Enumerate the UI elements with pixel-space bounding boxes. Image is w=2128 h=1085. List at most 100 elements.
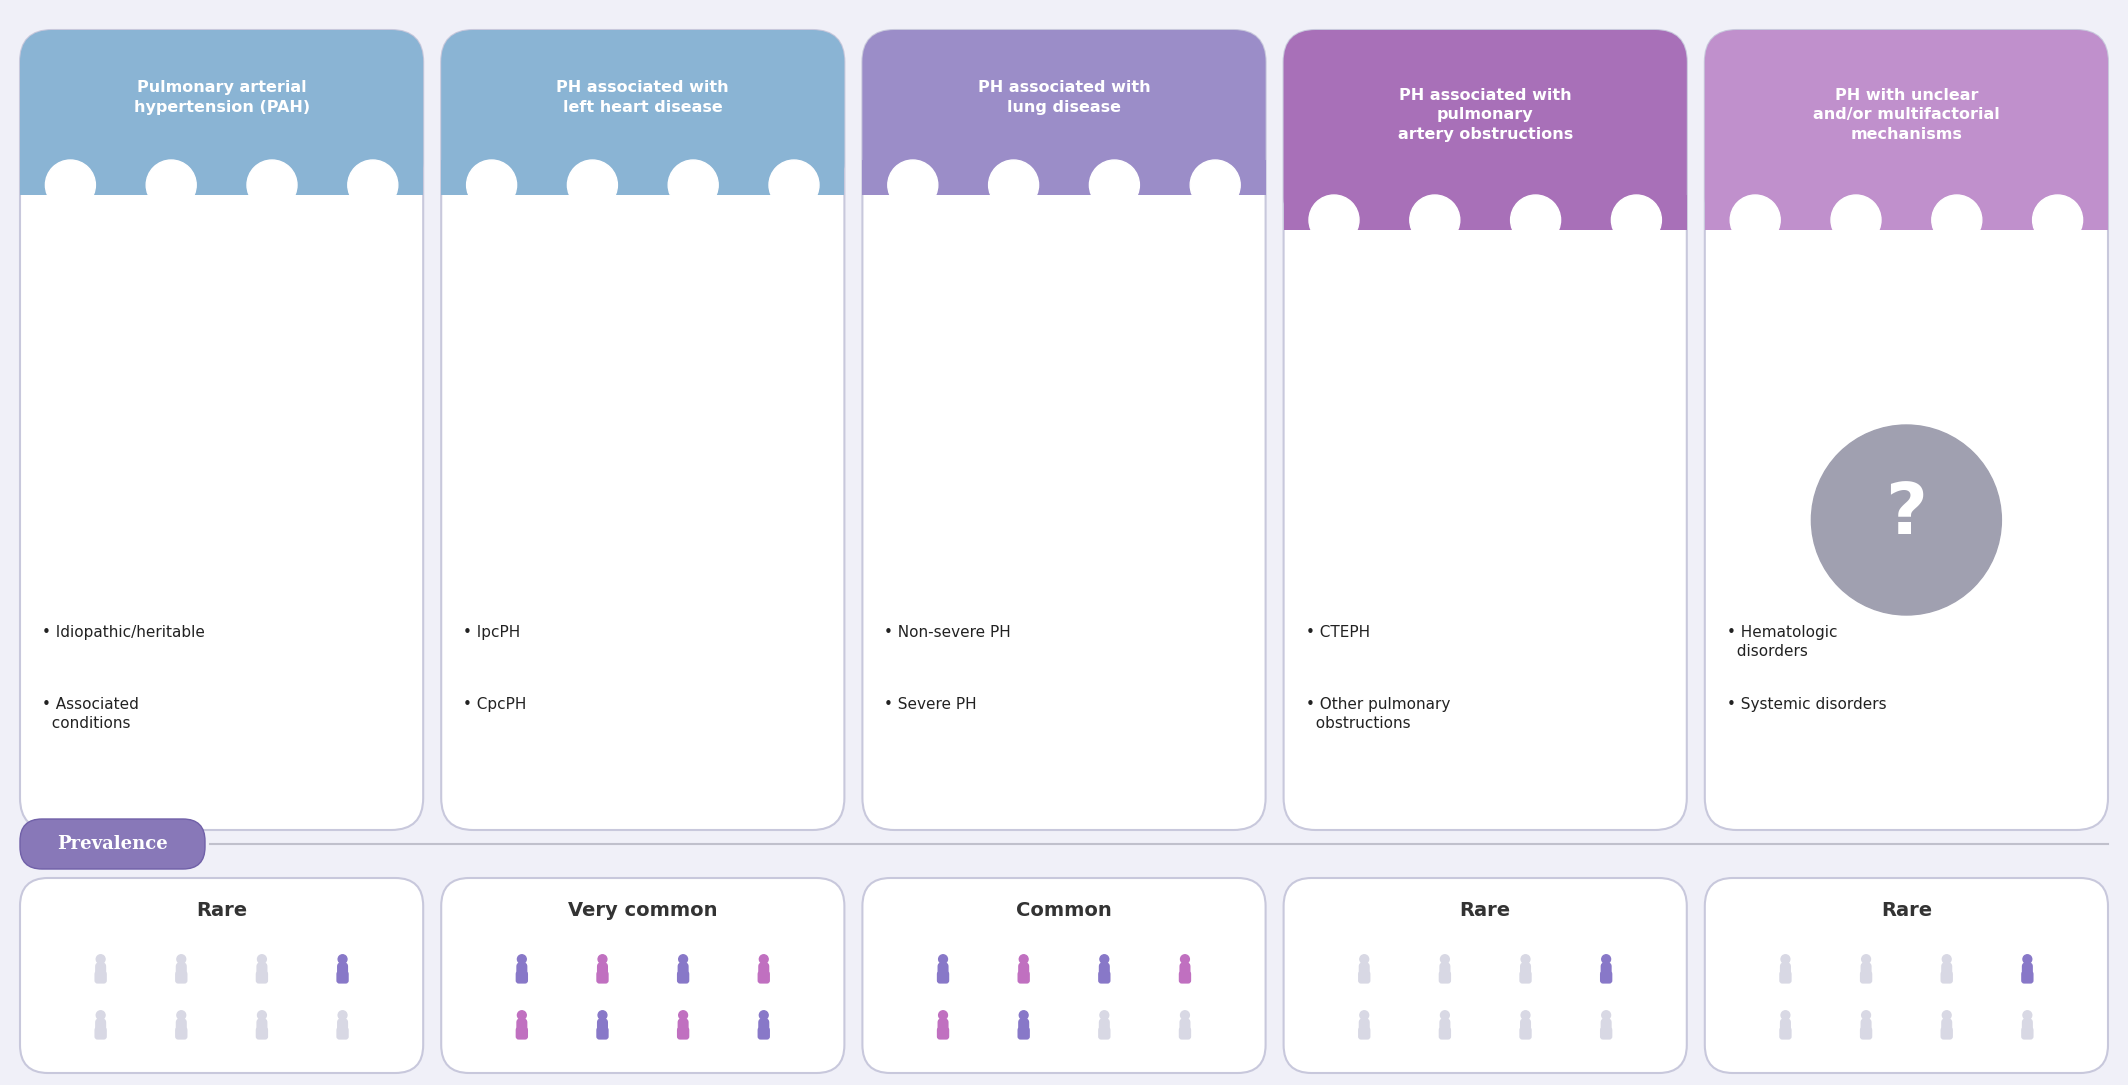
FancyBboxPatch shape <box>336 1019 349 1032</box>
FancyBboxPatch shape <box>862 878 1266 1073</box>
FancyBboxPatch shape <box>1600 962 1611 975</box>
FancyBboxPatch shape <box>936 1026 949 1039</box>
FancyBboxPatch shape <box>1283 878 1688 1073</box>
FancyBboxPatch shape <box>96 962 106 975</box>
Circle shape <box>938 1011 947 1020</box>
FancyBboxPatch shape <box>1705 30 2109 830</box>
Text: PH associated with
lung disease: PH associated with lung disease <box>977 80 1151 115</box>
Circle shape <box>679 955 687 963</box>
FancyBboxPatch shape <box>1358 1019 1370 1032</box>
Text: PH associated with
left heart disease: PH associated with left heart disease <box>558 80 730 115</box>
Circle shape <box>887 159 938 210</box>
FancyBboxPatch shape <box>517 962 528 975</box>
FancyBboxPatch shape <box>1358 962 1370 975</box>
FancyBboxPatch shape <box>758 962 770 975</box>
FancyBboxPatch shape <box>440 30 845 195</box>
Text: ?: ? <box>1885 481 1928 549</box>
FancyBboxPatch shape <box>758 971 770 984</box>
Text: • Systemic disorders: • Systemic disorders <box>1726 697 1885 712</box>
FancyBboxPatch shape <box>19 30 423 195</box>
FancyBboxPatch shape <box>862 30 1266 195</box>
FancyBboxPatch shape <box>177 962 187 975</box>
FancyBboxPatch shape <box>1358 1026 1370 1039</box>
Circle shape <box>668 159 719 210</box>
FancyBboxPatch shape <box>96 1019 106 1032</box>
Circle shape <box>466 159 517 210</box>
Text: PH associated with
pulmonary
artery obstructions: PH associated with pulmonary artery obst… <box>1398 88 1573 142</box>
Text: Prevalence: Prevalence <box>57 835 168 853</box>
Text: • Idiopathic/heritable: • Idiopathic/heritable <box>43 625 204 640</box>
FancyBboxPatch shape <box>1439 971 1451 984</box>
FancyBboxPatch shape <box>1600 971 1613 984</box>
Circle shape <box>257 1011 266 1020</box>
Circle shape <box>568 159 617 210</box>
Circle shape <box>2032 195 2083 245</box>
Circle shape <box>1511 195 1560 245</box>
Circle shape <box>598 1011 606 1020</box>
FancyBboxPatch shape <box>177 1019 187 1032</box>
FancyBboxPatch shape <box>1941 962 1951 975</box>
FancyBboxPatch shape <box>1600 1019 1611 1032</box>
FancyBboxPatch shape <box>1519 1026 1532 1039</box>
FancyBboxPatch shape <box>598 1019 609 1032</box>
FancyBboxPatch shape <box>596 1026 609 1039</box>
FancyBboxPatch shape <box>255 971 268 984</box>
Text: • Hematologic
  disorders: • Hematologic disorders <box>1726 625 1836 659</box>
FancyBboxPatch shape <box>1779 1026 1792 1039</box>
FancyBboxPatch shape <box>515 1026 528 1039</box>
Circle shape <box>760 1011 768 1020</box>
FancyBboxPatch shape <box>1860 1026 1873 1039</box>
Circle shape <box>1100 1011 1109 1020</box>
Text: Common: Common <box>1017 901 1111 919</box>
Text: • Other pulmonary
  obstructions: • Other pulmonary obstructions <box>1307 697 1449 730</box>
Circle shape <box>1522 955 1530 963</box>
FancyBboxPatch shape <box>1439 1019 1451 1032</box>
FancyBboxPatch shape <box>938 962 949 975</box>
Circle shape <box>338 1011 347 1020</box>
FancyBboxPatch shape <box>1439 962 1451 975</box>
Circle shape <box>1090 159 1138 210</box>
Circle shape <box>1309 195 1360 245</box>
Circle shape <box>1441 955 1449 963</box>
FancyBboxPatch shape <box>1519 962 1530 975</box>
FancyBboxPatch shape <box>1779 971 1792 984</box>
Circle shape <box>1019 1011 1028 1020</box>
Circle shape <box>1830 195 1881 245</box>
FancyBboxPatch shape <box>1098 971 1111 984</box>
FancyBboxPatch shape <box>1860 962 1873 975</box>
FancyBboxPatch shape <box>938 1019 949 1032</box>
FancyBboxPatch shape <box>1098 1019 1111 1032</box>
Circle shape <box>347 159 398 210</box>
FancyBboxPatch shape <box>677 971 689 984</box>
FancyBboxPatch shape <box>255 1026 268 1039</box>
Text: • Severe PH: • Severe PH <box>885 697 977 712</box>
Circle shape <box>45 159 96 210</box>
Circle shape <box>1932 195 1981 245</box>
Bar <box>862 159 1266 195</box>
Circle shape <box>517 955 526 963</box>
FancyBboxPatch shape <box>174 1026 187 1039</box>
FancyBboxPatch shape <box>440 878 845 1073</box>
Text: Pulmonary arterial
hypertension (PAH): Pulmonary arterial hypertension (PAH) <box>134 80 311 115</box>
Circle shape <box>2024 955 2032 963</box>
FancyBboxPatch shape <box>1179 971 1192 984</box>
FancyBboxPatch shape <box>1600 1026 1613 1039</box>
Circle shape <box>1611 195 1662 245</box>
Circle shape <box>1730 195 1781 245</box>
FancyBboxPatch shape <box>1358 971 1370 984</box>
FancyBboxPatch shape <box>1283 30 1688 830</box>
FancyBboxPatch shape <box>1098 1026 1111 1039</box>
Bar <box>19 159 423 195</box>
Circle shape <box>1019 955 1028 963</box>
FancyBboxPatch shape <box>1941 1026 1954 1039</box>
Circle shape <box>1943 955 1951 963</box>
Circle shape <box>1781 955 1790 963</box>
Circle shape <box>1360 955 1368 963</box>
Text: • CpcPH: • CpcPH <box>464 697 526 712</box>
FancyBboxPatch shape <box>758 1019 770 1032</box>
FancyBboxPatch shape <box>336 971 349 984</box>
FancyBboxPatch shape <box>1941 1019 1951 1032</box>
FancyBboxPatch shape <box>1179 1026 1192 1039</box>
Text: Rare: Rare <box>1881 901 1932 919</box>
Circle shape <box>938 955 947 963</box>
